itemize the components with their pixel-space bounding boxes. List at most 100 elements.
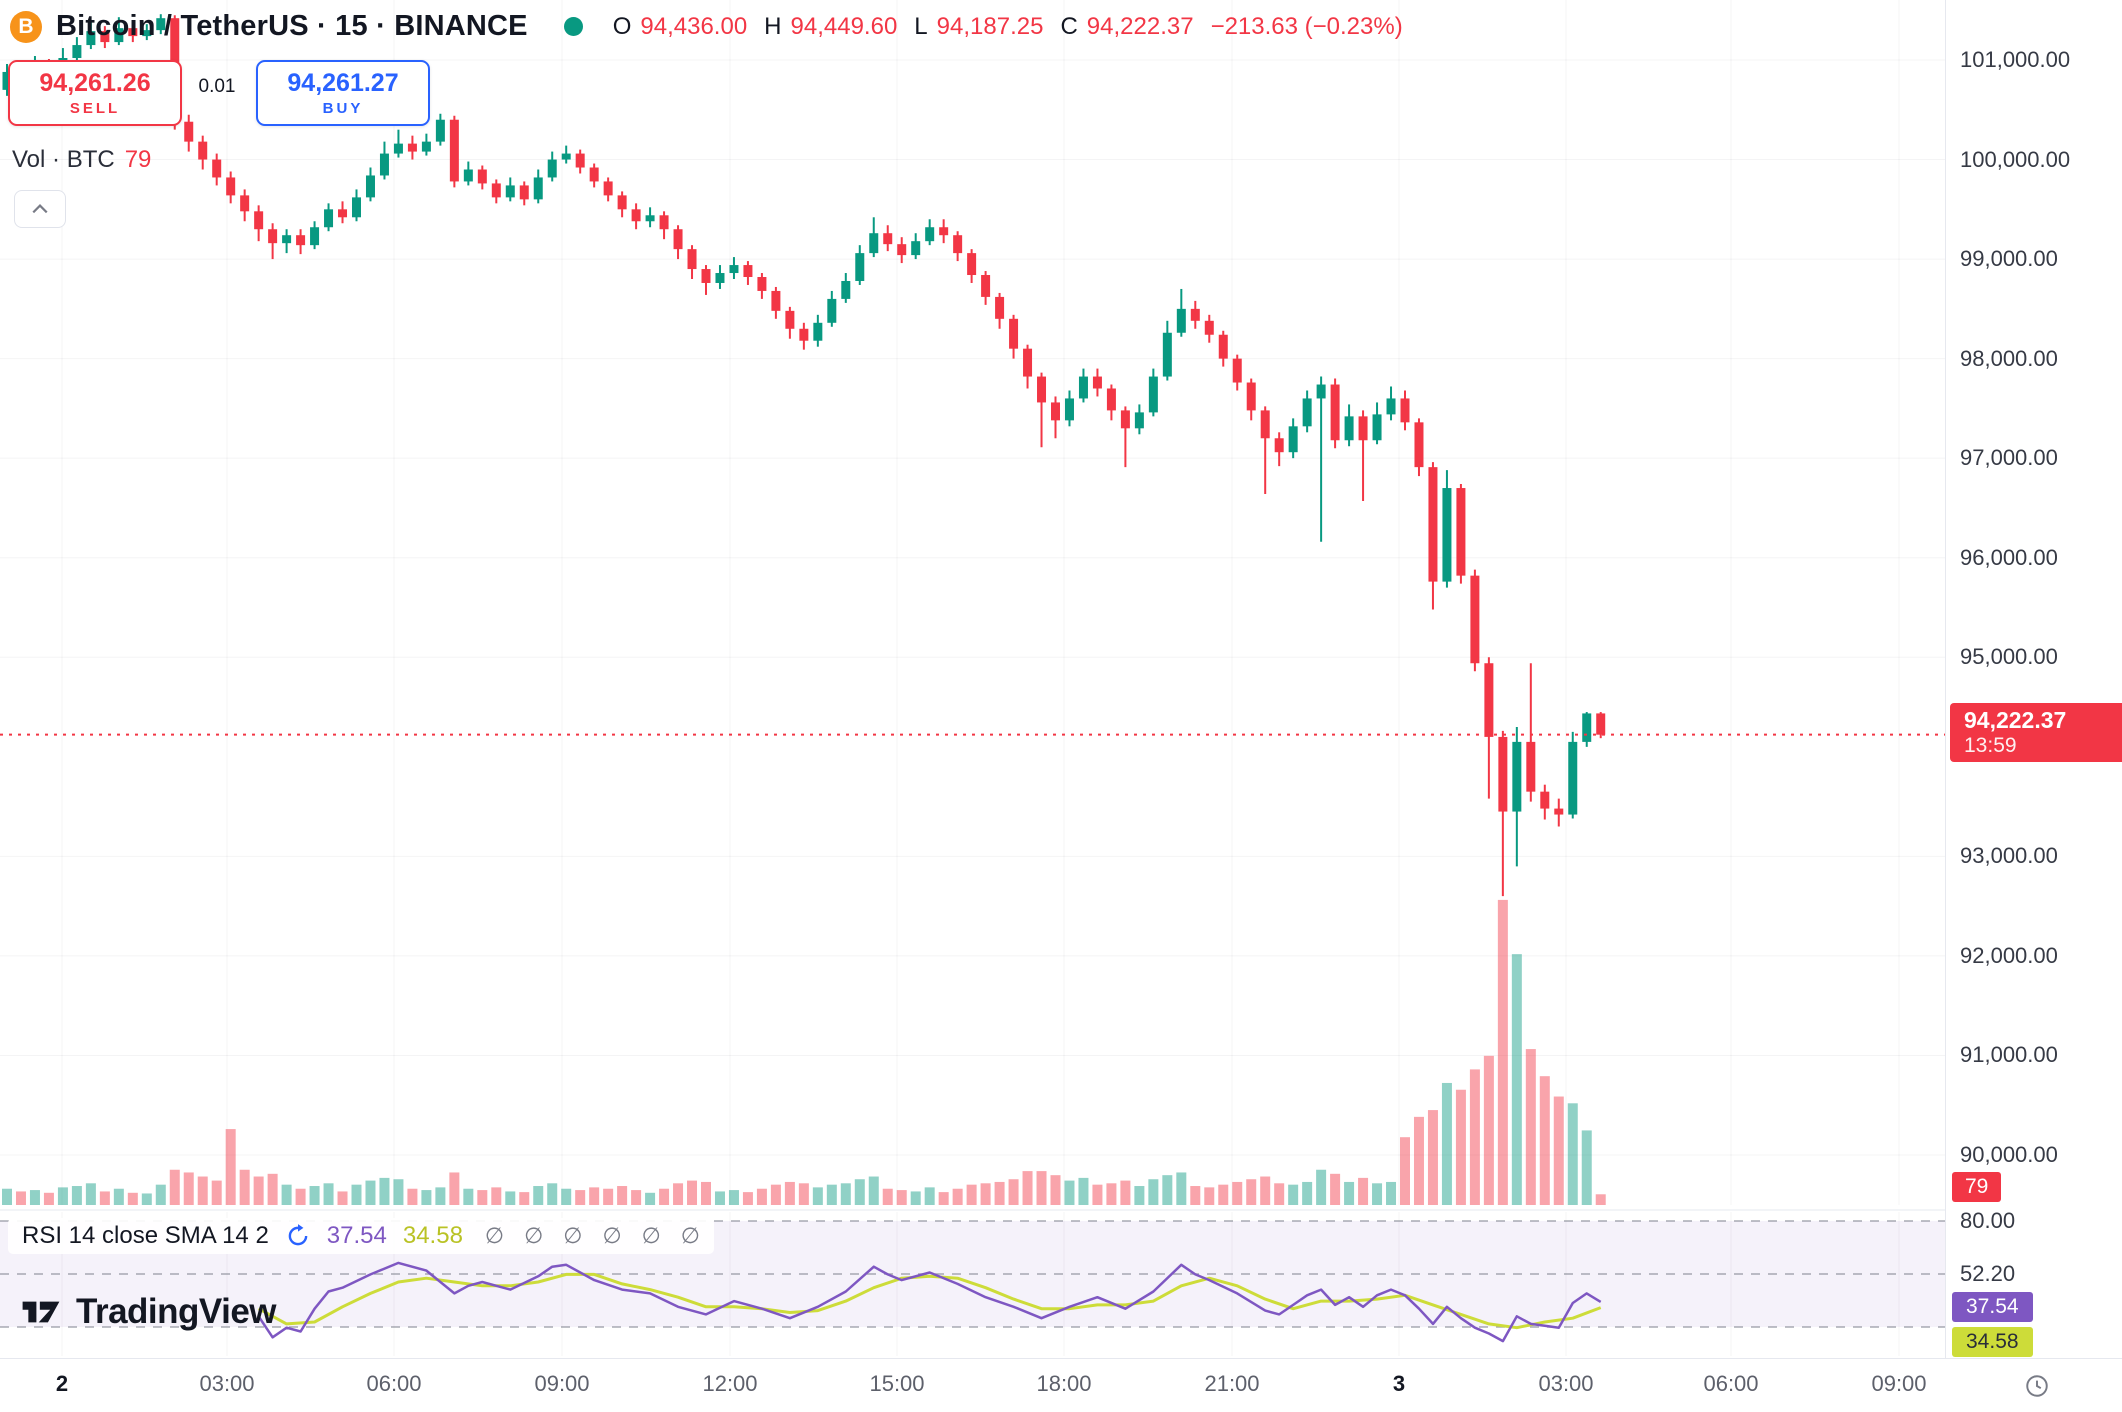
candle-body bbox=[1009, 318, 1019, 349]
market-status-icon[interactable] bbox=[563, 17, 583, 36]
candle-body bbox=[142, 30, 152, 37]
volume-bar bbox=[435, 1187, 446, 1205]
volume-bar bbox=[1539, 1076, 1550, 1205]
volume-bar bbox=[29, 1190, 40, 1205]
volume-bar bbox=[463, 1188, 474, 1205]
time-tick-label: 15:00 bbox=[869, 1371, 925, 1396]
chart-canvas[interactable] bbox=[0, 0, 1945, 1412]
candle-body bbox=[603, 181, 613, 196]
volume-bar bbox=[952, 1188, 963, 1205]
buy-sell-panel: 94,261.26 SELL 0.01 94,261.27 BUY bbox=[8, 60, 608, 126]
volume-bar bbox=[309, 1186, 320, 1205]
volume-bar bbox=[728, 1190, 739, 1205]
buy-label: BUY bbox=[322, 100, 364, 117]
candle-body bbox=[282, 235, 292, 244]
rsi-axis-label: 52.20 bbox=[1960, 1260, 2016, 1286]
candle-body bbox=[435, 119, 445, 142]
volume-bar bbox=[1064, 1180, 1075, 1205]
volume-bar bbox=[784, 1181, 795, 1205]
candle-body bbox=[953, 235, 963, 254]
empty-set-icon: ∅ bbox=[680, 1223, 700, 1248]
volume-bar bbox=[267, 1173, 278, 1205]
close-label: C bbox=[1060, 12, 1078, 40]
volume-bar bbox=[365, 1180, 376, 1205]
candle-body bbox=[1442, 488, 1452, 582]
time-tick-label: 06:00 bbox=[1703, 1371, 1759, 1396]
candle-body bbox=[1204, 320, 1214, 335]
sell-price: 94,261.26 bbox=[39, 69, 151, 97]
volume-bar bbox=[477, 1190, 488, 1205]
tradingview-mark-icon bbox=[22, 1301, 60, 1323]
candle-body bbox=[1218, 334, 1228, 359]
candle-body bbox=[1134, 412, 1144, 429]
volume-bar bbox=[1092, 1184, 1103, 1205]
volume-bar bbox=[714, 1191, 725, 1205]
candle-body bbox=[1176, 308, 1186, 333]
buy-button[interactable]: 94,261.27 BUY bbox=[256, 60, 430, 126]
volume-bar bbox=[1455, 1089, 1466, 1205]
candle-body bbox=[799, 328, 809, 341]
volume-bar bbox=[85, 1183, 96, 1205]
low-label: L bbox=[914, 12, 928, 40]
time-axis[interactable]: 2 03:00 06:00 09:00 12:00 15:00 18:00 21:00 3 03:… bbox=[0, 1358, 2122, 1412]
candle-body bbox=[547, 159, 557, 178]
candle-body bbox=[212, 159, 222, 178]
time-tick-label: 18:00 bbox=[1036, 1371, 1092, 1396]
candle-body bbox=[407, 143, 417, 152]
volume-bar bbox=[896, 1190, 907, 1205]
volume-bar bbox=[197, 1176, 208, 1205]
volume-bar bbox=[379, 1177, 390, 1205]
last-price-value: 94,222.37 bbox=[1964, 706, 2067, 733]
volume-bar bbox=[938, 1192, 949, 1205]
collapse-legend-button[interactable] bbox=[14, 190, 66, 228]
price-axis[interactable]: 94,222.37 13:59 79 37.54 34.58 101,000.0… bbox=[1945, 0, 2122, 1358]
refresh-icon[interactable] bbox=[285, 1223, 311, 1249]
symbol-title[interactable]: Bitcoin / TetherUS · 15 · BINANCE bbox=[56, 10, 528, 42]
rsi-sma-axis-badge: 34.58 bbox=[1952, 1327, 2033, 1357]
price-tick-label: 99,000.00 bbox=[1960, 246, 2058, 272]
tradingview-logo[interactable]: TradingView bbox=[18, 1292, 277, 1332]
timezone-clock-icon[interactable] bbox=[2020, 1369, 2054, 1403]
rsi-indicator-row[interactable]: RSI 14 close SMA 14 2 37.54 34.58 ∅ ∅ ∅ ∅ ∅ ∅ bbox=[8, 1218, 714, 1254]
candle-body bbox=[491, 183, 501, 198]
price-tick-label: 96,000.00 bbox=[1960, 544, 2058, 570]
price-tick-label: 98,000.00 bbox=[1960, 345, 2058, 371]
candle-body bbox=[1106, 388, 1116, 411]
candle-body bbox=[995, 296, 1005, 319]
volume-bar bbox=[141, 1193, 152, 1205]
sell-button[interactable]: 94,261.26 SELL bbox=[8, 60, 182, 126]
volume-indicator-row[interactable]: Vol · BTC 79 bbox=[12, 146, 151, 174]
candle-body bbox=[1596, 713, 1606, 735]
volume-bar bbox=[1246, 1179, 1257, 1205]
volume-bar bbox=[183, 1172, 194, 1205]
candle-body bbox=[421, 141, 431, 152]
candle-body bbox=[883, 233, 893, 245]
volume-bar bbox=[1008, 1179, 1019, 1205]
close-value: 94,222.37 bbox=[1086, 12, 1194, 40]
volume-bar bbox=[1400, 1137, 1410, 1205]
candle-body bbox=[575, 153, 585, 168]
volume-bar bbox=[351, 1184, 362, 1205]
volume-bar bbox=[169, 1169, 180, 1205]
volume-indicator-value: 79 bbox=[124, 146, 152, 173]
candle-body bbox=[463, 169, 473, 182]
volume-bar bbox=[71, 1186, 82, 1205]
volume-bar bbox=[239, 1169, 250, 1205]
volume-bar bbox=[155, 1184, 166, 1205]
volume-bar bbox=[1022, 1171, 1033, 1205]
price-tick-label: 93,000.00 bbox=[1960, 843, 2058, 869]
volume-bar bbox=[756, 1188, 767, 1205]
candle-body bbox=[477, 169, 487, 184]
candle-body bbox=[771, 290, 781, 311]
volume-bar bbox=[1427, 1110, 1438, 1205]
volume-bar bbox=[393, 1179, 404, 1205]
volume-bar bbox=[1441, 1082, 1452, 1205]
volume-bar bbox=[645, 1192, 656, 1205]
candle-body bbox=[1344, 416, 1354, 441]
candle-body bbox=[1484, 663, 1494, 737]
volume-bar bbox=[533, 1186, 544, 1205]
rsi-axis-badge: 37.54 bbox=[1952, 1292, 2033, 1322]
volume-bar bbox=[603, 1188, 614, 1205]
candle-body bbox=[1190, 308, 1200, 321]
candle-body bbox=[296, 235, 306, 246]
